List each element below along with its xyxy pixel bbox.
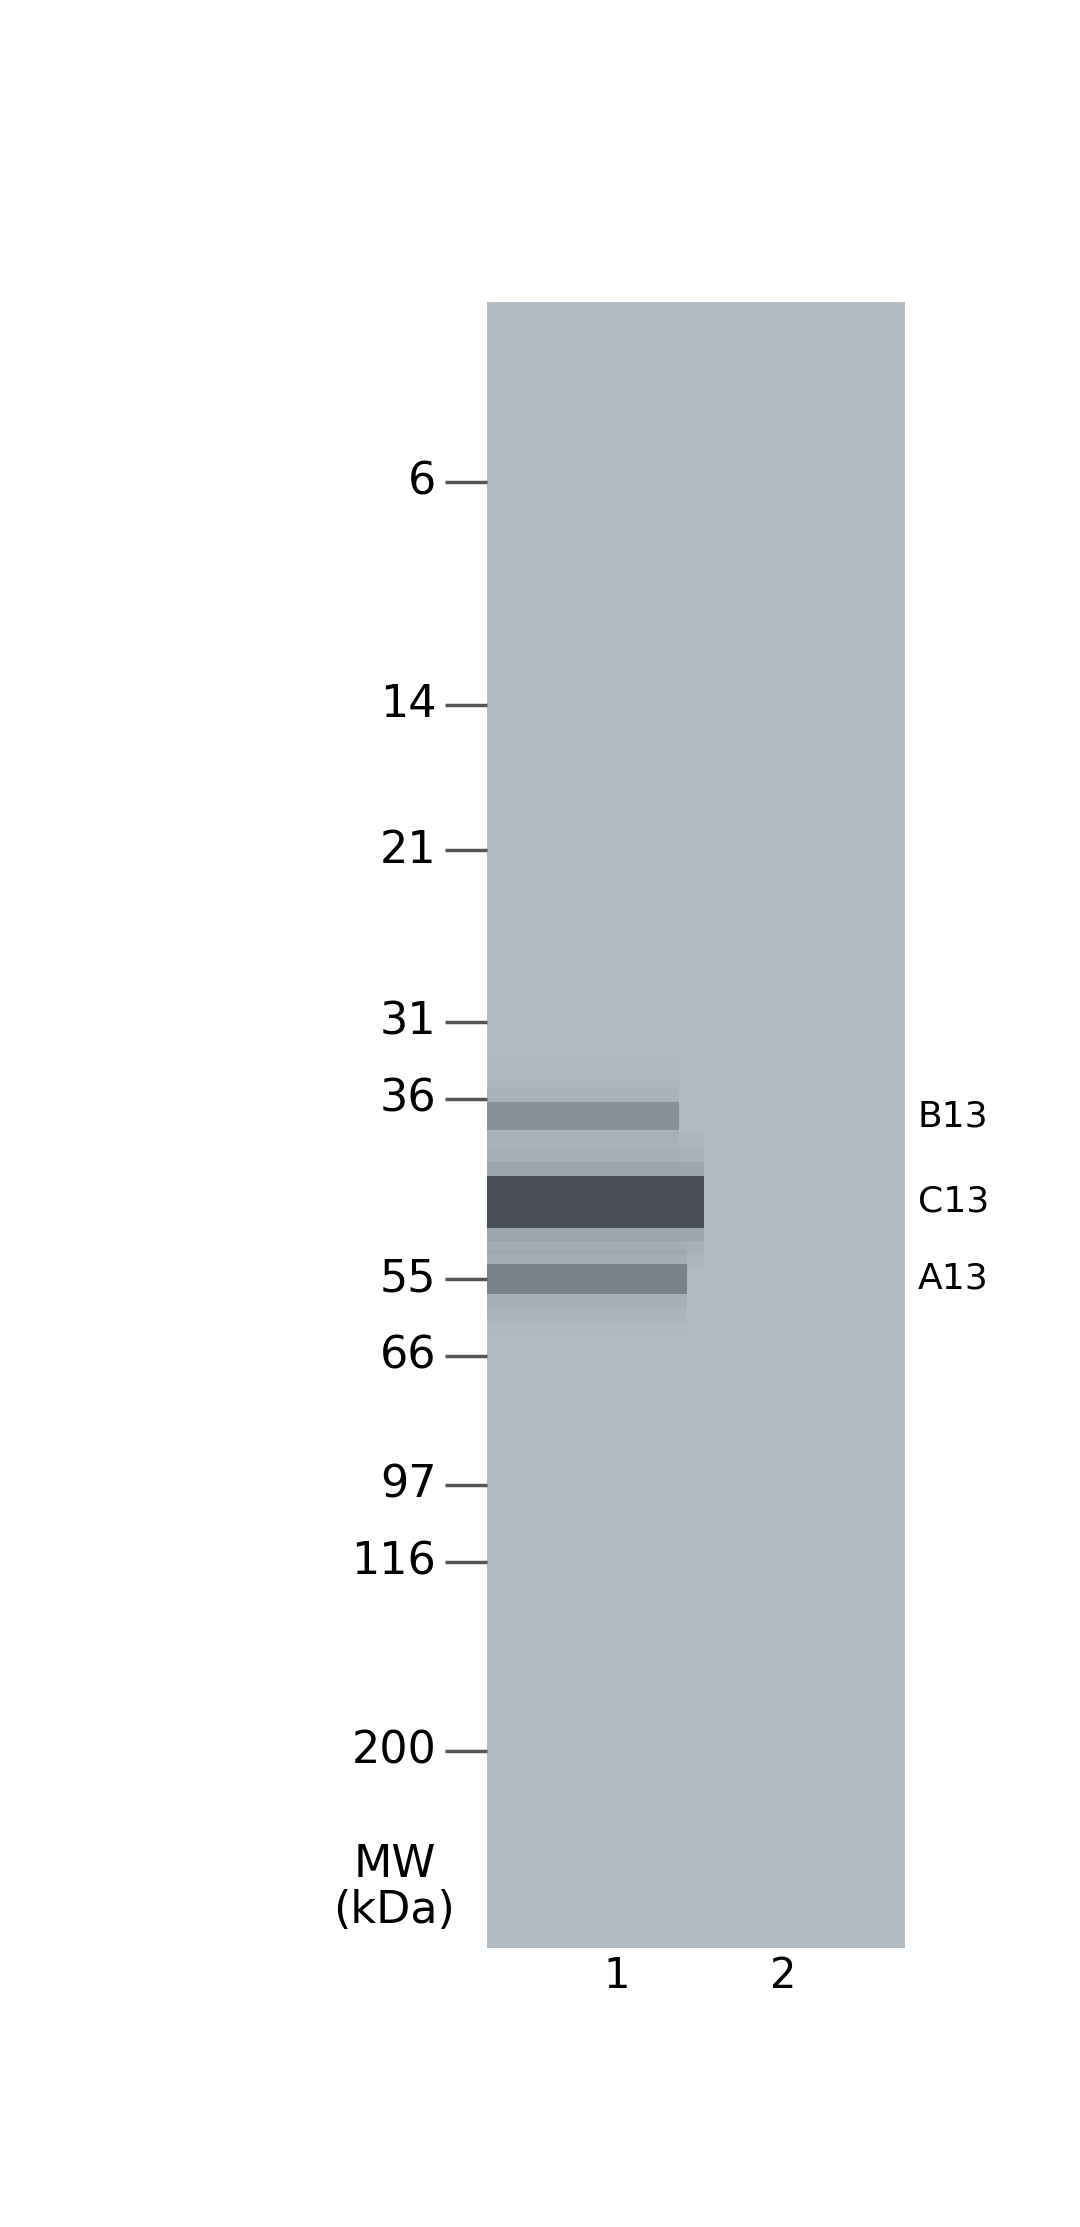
Text: 1: 1 xyxy=(603,1955,630,1998)
Text: A13: A13 xyxy=(918,1263,988,1296)
Bar xyxy=(486,1249,687,1307)
Bar xyxy=(486,1089,679,1142)
Bar xyxy=(486,301,905,1949)
Text: B13: B13 xyxy=(918,1100,988,1134)
Text: 14: 14 xyxy=(380,684,436,726)
Bar xyxy=(486,1076,679,1158)
Bar xyxy=(486,1220,687,1336)
Bar xyxy=(486,1236,687,1323)
Bar xyxy=(486,1134,704,1269)
Bar xyxy=(486,1176,704,1227)
Text: 6: 6 xyxy=(408,461,436,503)
Bar xyxy=(486,1162,704,1240)
Text: 2: 2 xyxy=(770,1955,797,1998)
Text: 97: 97 xyxy=(380,1463,436,1505)
Text: 36: 36 xyxy=(380,1078,436,1120)
Text: 21: 21 xyxy=(380,828,436,871)
Text: 200: 200 xyxy=(351,1728,436,1773)
Text: C13: C13 xyxy=(918,1185,989,1218)
Text: 55: 55 xyxy=(380,1258,436,1301)
Text: 116: 116 xyxy=(352,1541,436,1583)
Text: 66: 66 xyxy=(380,1334,436,1379)
Bar xyxy=(486,1102,679,1129)
Bar xyxy=(486,1149,704,1256)
Text: 31: 31 xyxy=(380,1000,436,1042)
Bar xyxy=(486,1060,679,1174)
Bar xyxy=(486,1263,687,1294)
Text: MW
(kDa): MW (kDa) xyxy=(334,1844,456,1933)
